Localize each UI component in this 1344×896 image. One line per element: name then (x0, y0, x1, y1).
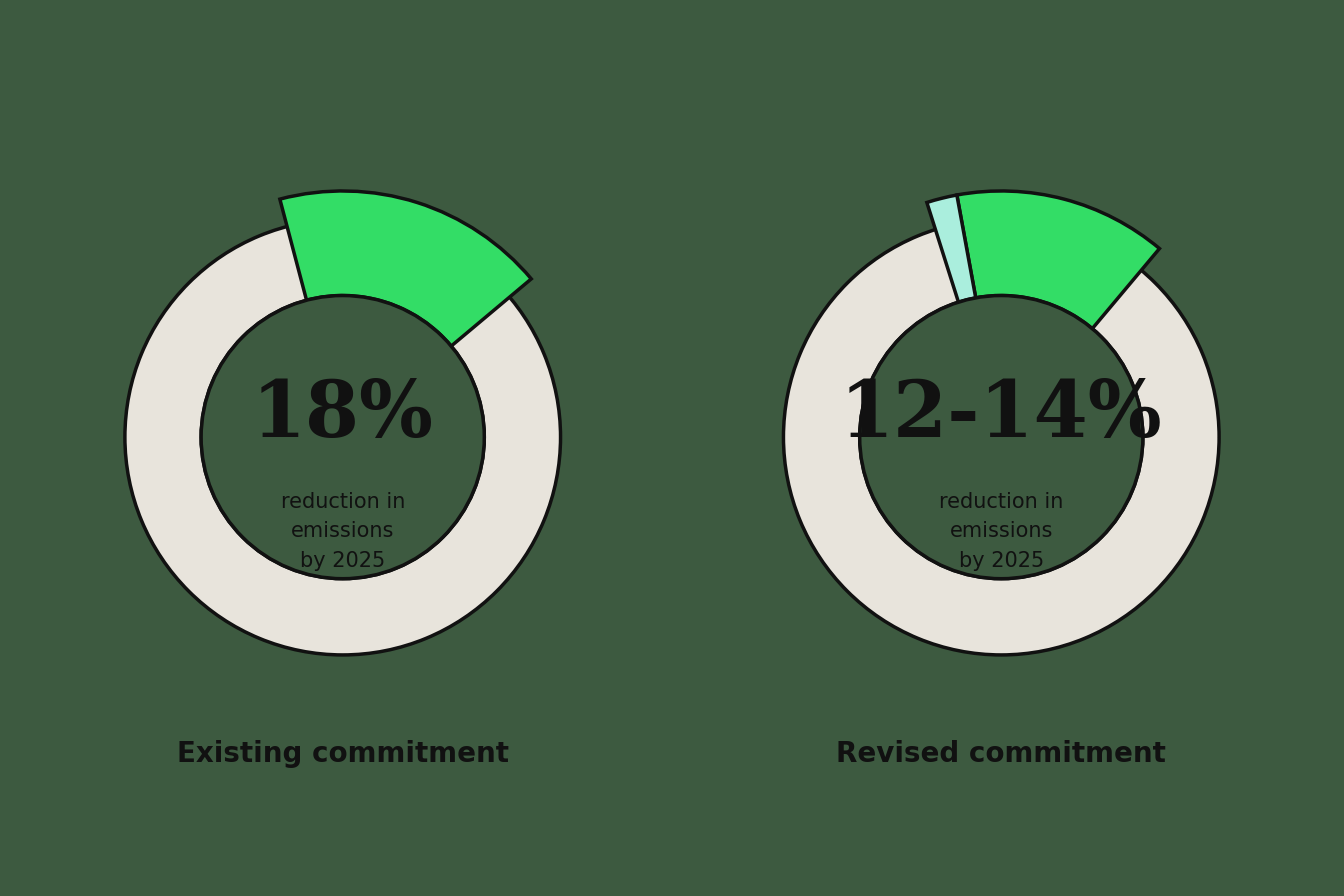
Text: Existing commitment: Existing commitment (176, 740, 509, 768)
Wedge shape (280, 191, 531, 346)
Wedge shape (957, 191, 1160, 329)
Circle shape (202, 296, 484, 579)
Circle shape (860, 296, 1142, 579)
Text: reduction in
emissions
by 2025: reduction in emissions by 2025 (939, 492, 1063, 571)
Wedge shape (125, 220, 560, 655)
Wedge shape (927, 195, 976, 302)
Text: Revised commitment: Revised commitment (836, 740, 1167, 768)
Text: 18%: 18% (251, 377, 434, 453)
Circle shape (202, 296, 484, 579)
Text: reduction in
emissions
by 2025: reduction in emissions by 2025 (281, 492, 405, 571)
Text: 12-14%: 12-14% (840, 377, 1163, 453)
Wedge shape (784, 220, 1219, 655)
Circle shape (860, 296, 1142, 579)
